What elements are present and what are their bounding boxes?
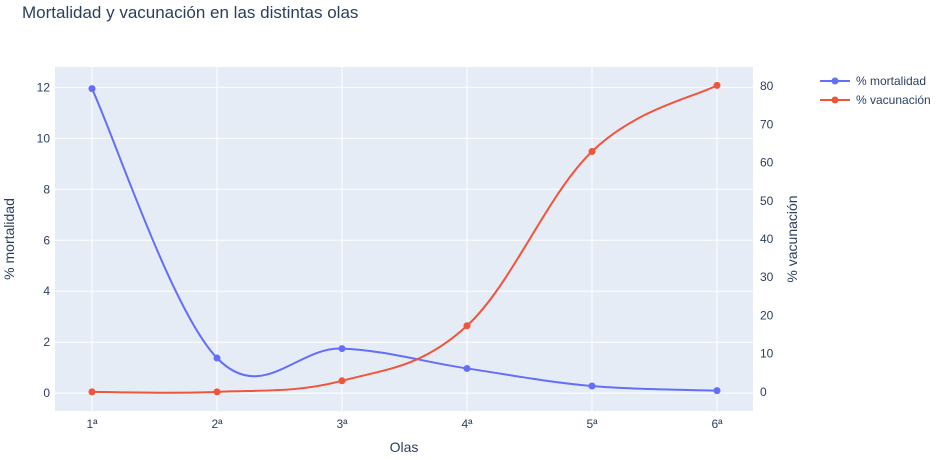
x-tick-label: 6ª	[711, 417, 723, 431]
chart-title: Mortalidad y vacunación en las distintas…	[22, 3, 358, 22]
series-line-1	[91, 84, 718, 394]
y-right-tick-label: 60	[760, 156, 774, 170]
series-point-0	[213, 354, 221, 362]
series-point-1	[713, 81, 721, 89]
series-point-1	[588, 147, 596, 155]
legend-item[interactable]: % mortalidad	[820, 74, 926, 88]
series-point-0	[88, 85, 96, 93]
series-point-1	[88, 388, 96, 396]
y-left-axis-title: % mortalidad	[1, 198, 17, 280]
series-points	[88, 81, 721, 396]
plot-area	[55, 67, 753, 411]
y-right-tick-label: 80	[760, 79, 774, 93]
y-left-tick-label: 10	[37, 131, 51, 145]
x-tick-label: 1ª	[86, 417, 98, 431]
y-left-tick-label: 2	[43, 335, 50, 349]
y-left-tick-label: 8	[43, 182, 50, 196]
y-right-tick-label: 70	[760, 117, 774, 131]
y-right-tick-label: 30	[760, 270, 774, 284]
y-right-tick-label: 20	[760, 308, 774, 322]
series-point-0	[713, 387, 721, 395]
x-axis-title: Olas	[390, 439, 419, 455]
grid	[55, 67, 753, 411]
x-tick-label: 2ª	[211, 417, 223, 431]
legend-marker-icon	[831, 96, 839, 104]
x-tick-label: 3ª	[336, 417, 348, 431]
x-tick-label: 4ª	[461, 417, 473, 431]
series-point-1	[463, 322, 471, 330]
y-left-tick-label: 6	[43, 233, 50, 247]
y-right-tick-label: 0	[760, 385, 767, 399]
legend-item[interactable]: % vacunación	[820, 93, 931, 107]
tick-labels: 1ª 2ª 3ª 4ª 5ª 6ª 0 2 4 6 8 10 12 0 10 20 30 40 50 60 70 80	[37, 79, 774, 431]
legend-label: % mortalidad	[856, 74, 926, 88]
series-point-1	[213, 388, 221, 396]
y-right-tick-label: 10	[760, 347, 774, 361]
series-point-0	[463, 364, 471, 372]
x-tick-label: 5ª	[586, 417, 598, 431]
series-point-0	[338, 345, 346, 353]
y-left-tick-label: 4	[43, 284, 50, 298]
series-point-0	[588, 382, 596, 390]
y-left-tick-label: 12	[37, 80, 51, 94]
legend-label: % vacunación	[856, 93, 931, 107]
series-point-1	[338, 377, 346, 385]
y-right-tick-label: 50	[760, 194, 774, 208]
y-right-axis-title: % vacunación	[784, 195, 800, 282]
y-left-tick-label: 0	[43, 386, 50, 400]
y-right-tick-label: 40	[760, 232, 774, 246]
legend[interactable]: % mortalidad % vacunación	[820, 74, 931, 107]
legend-marker-icon	[831, 77, 839, 85]
